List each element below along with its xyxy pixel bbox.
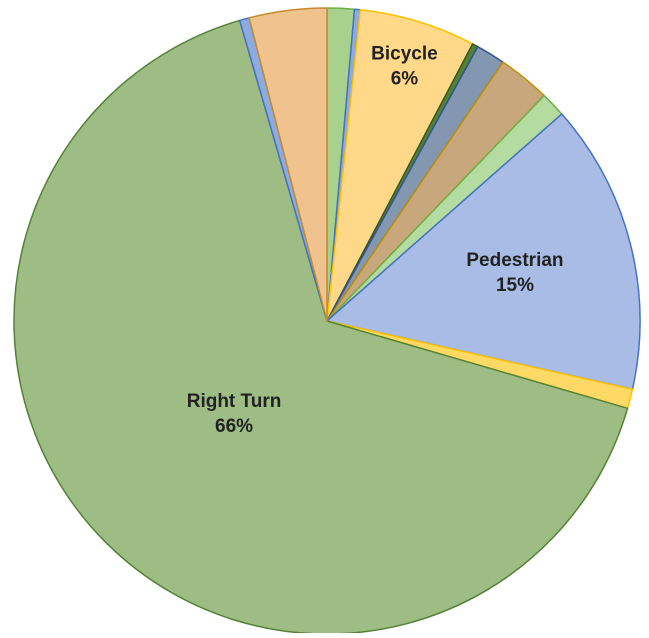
pie-slice bbox=[326, 9, 474, 322]
pie-slice bbox=[248, 7, 328, 322]
pie-slice bbox=[13, 19, 629, 635]
slice-label: Pedestrian bbox=[466, 250, 563, 271]
slice-label: Bicycle bbox=[371, 43, 438, 64]
slice-value-label: 15% bbox=[496, 275, 534, 296]
slice-label: Right Turn bbox=[187, 391, 282, 412]
pie-slice bbox=[326, 113, 641, 391]
slice-value-label: 6% bbox=[391, 68, 419, 89]
slice-value-label: 66% bbox=[215, 416, 253, 437]
